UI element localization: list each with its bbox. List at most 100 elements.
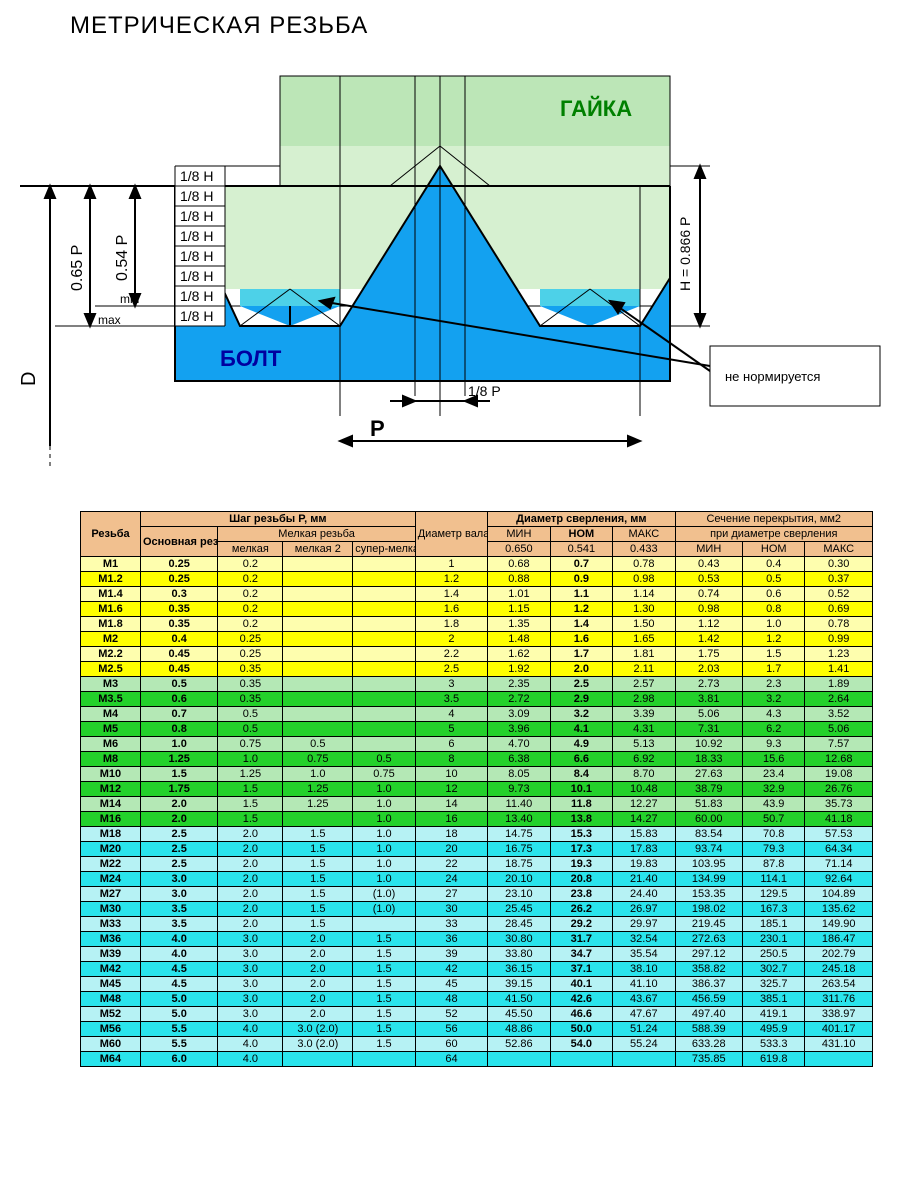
table-cell: 1.35 bbox=[488, 617, 550, 632]
table-cell bbox=[613, 1052, 675, 1067]
table-cell: 12 bbox=[415, 782, 487, 797]
table-cell: 0.78 bbox=[805, 617, 873, 632]
table-cell: 2.5 bbox=[140, 842, 217, 857]
table-cell: 386.37 bbox=[675, 977, 742, 992]
table-cell: 3.96 bbox=[488, 722, 550, 737]
table-cell bbox=[353, 737, 415, 752]
table-row: M364.03.02.01.53630.8031.732.54272.63230… bbox=[81, 932, 873, 947]
table-cell: 1.6 bbox=[550, 632, 612, 647]
table-row: M222.52.01.51.02218.7519.319.83103.9587.… bbox=[81, 857, 873, 872]
table-cell: 0.98 bbox=[613, 572, 675, 587]
table-cell: 4.5 bbox=[140, 962, 217, 977]
th-diam: Диаметр вала, мм bbox=[415, 512, 487, 557]
table-cell: 26.97 bbox=[613, 902, 675, 917]
table-cell: M3 bbox=[81, 677, 141, 692]
th-d043: 0.433 bbox=[613, 542, 675, 557]
table-row: M243.02.01.51.02420.1020.821.40134.99114… bbox=[81, 872, 873, 887]
th-fine3: супер-мелкая bbox=[353, 542, 415, 557]
table-cell: 0.88 bbox=[488, 572, 550, 587]
table-cell: 14 bbox=[415, 797, 487, 812]
table-cell: 23.8 bbox=[550, 887, 612, 902]
table-cell: 70.8 bbox=[742, 827, 804, 842]
table-cell bbox=[283, 1052, 353, 1067]
table-cell: 495.9 bbox=[742, 1022, 804, 1037]
table-cell: 6.92 bbox=[613, 752, 675, 767]
table-cell: M2.5 bbox=[81, 662, 141, 677]
table-cell: 1.0 bbox=[353, 797, 415, 812]
table-cell: 25.45 bbox=[488, 902, 550, 917]
table-cell: 0.2 bbox=[218, 557, 283, 572]
table-cell: 32.54 bbox=[613, 932, 675, 947]
table-row: M3.50.60.353.52.722.92.983.813.22.64 bbox=[81, 692, 873, 707]
table-cell: 1.2 bbox=[550, 602, 612, 617]
table-cell: 3.5 bbox=[140, 902, 217, 917]
table-cell: 1.42 bbox=[675, 632, 742, 647]
table-row: M646.04.064735.85619.8 bbox=[81, 1052, 873, 1067]
table-cell bbox=[283, 692, 353, 707]
table-cell: 22 bbox=[415, 857, 487, 872]
table-cell: 51.24 bbox=[613, 1022, 675, 1037]
table-cell: 2.98 bbox=[613, 692, 675, 707]
table-cell: 60.00 bbox=[675, 812, 742, 827]
thread-diagram: 1/8 H 1/8 H 1/8 H 1/8 H 1/8 H 1/8 H 1/8 … bbox=[20, 46, 913, 471]
table-cell: 0.25 bbox=[140, 557, 217, 572]
table-cell: 5.5 bbox=[140, 1037, 217, 1052]
table-cell: 19.3 bbox=[550, 857, 612, 872]
table-cell: 0.4 bbox=[140, 632, 217, 647]
table-cell: 3.5 bbox=[415, 692, 487, 707]
table-cell: 14.75 bbox=[488, 827, 550, 842]
table-cell: 1.4 bbox=[550, 617, 612, 632]
table-cell: 1.0 bbox=[353, 872, 415, 887]
table-cell: 3.0 (2.0) bbox=[283, 1022, 353, 1037]
table-row: M1.60.350.21.61.151.21.300.980.80.69 bbox=[81, 602, 873, 617]
table-cell: 3.2 bbox=[550, 707, 612, 722]
d-label: D bbox=[20, 372, 40, 386]
table-cell: 2.5 bbox=[140, 857, 217, 872]
table-cell: 735.85 bbox=[675, 1052, 742, 1067]
table-cell: 28.45 bbox=[488, 917, 550, 932]
table-cell: M20 bbox=[81, 842, 141, 857]
th-fine-group: Мелкая резьба bbox=[218, 527, 415, 542]
table-cell: M33 bbox=[81, 917, 141, 932]
table-cell: M1.2 bbox=[81, 572, 141, 587]
th-smin: МИН bbox=[675, 542, 742, 557]
svg-text:1/8 H: 1/8 H bbox=[180, 308, 213, 324]
table-cell: 2.0 bbox=[218, 857, 283, 872]
th-d065: 0.650 bbox=[488, 542, 550, 557]
th-pitch-group: Шаг резьбы P, мм bbox=[140, 512, 415, 527]
table-cell: 185.1 bbox=[742, 917, 804, 932]
table-cell bbox=[805, 1052, 873, 1067]
table-cell: 3.0 bbox=[218, 977, 283, 992]
table-cell: 1.25 bbox=[283, 782, 353, 797]
table-cell: 15.6 bbox=[742, 752, 804, 767]
table-cell: 588.39 bbox=[675, 1022, 742, 1037]
table-cell bbox=[283, 632, 353, 647]
table-cell: 51.83 bbox=[675, 797, 742, 812]
table-cell: M3.5 bbox=[81, 692, 141, 707]
svg-text:1/8 H: 1/8 H bbox=[180, 188, 213, 204]
table-cell: 37.1 bbox=[550, 962, 612, 977]
table-cell: 9.3 bbox=[742, 737, 804, 752]
table-cell: 46.6 bbox=[550, 1007, 612, 1022]
table-cell: 3.39 bbox=[613, 707, 675, 722]
table-cell: 0.30 bbox=[805, 557, 873, 572]
table-cell: 1.75 bbox=[140, 782, 217, 797]
table-cell: 48 bbox=[415, 992, 487, 1007]
table-cell: 2.0 bbox=[140, 812, 217, 827]
table-cell: 1.7 bbox=[742, 662, 804, 677]
th-smax: МАКС bbox=[805, 542, 873, 557]
table-cell: 0.7 bbox=[140, 707, 217, 722]
table-cell: 135.62 bbox=[805, 902, 873, 917]
table-cell: M45 bbox=[81, 977, 141, 992]
table-row: M454.53.02.01.54539.1540.141.10386.37325… bbox=[81, 977, 873, 992]
th-main-pitch: Основная резьба bbox=[140, 527, 217, 557]
table-cell bbox=[283, 587, 353, 602]
table-cell: 1.5 bbox=[353, 947, 415, 962]
table-cell: 27 bbox=[415, 887, 487, 902]
table-cell: 1.2 bbox=[742, 632, 804, 647]
table-row: M162.01.51.01613.4013.814.2760.0050.741.… bbox=[81, 812, 873, 827]
table-cell: 297.12 bbox=[675, 947, 742, 962]
table-cell: 18.75 bbox=[488, 857, 550, 872]
table-cell: 2 bbox=[415, 632, 487, 647]
table-cell: 1.5 bbox=[283, 842, 353, 857]
